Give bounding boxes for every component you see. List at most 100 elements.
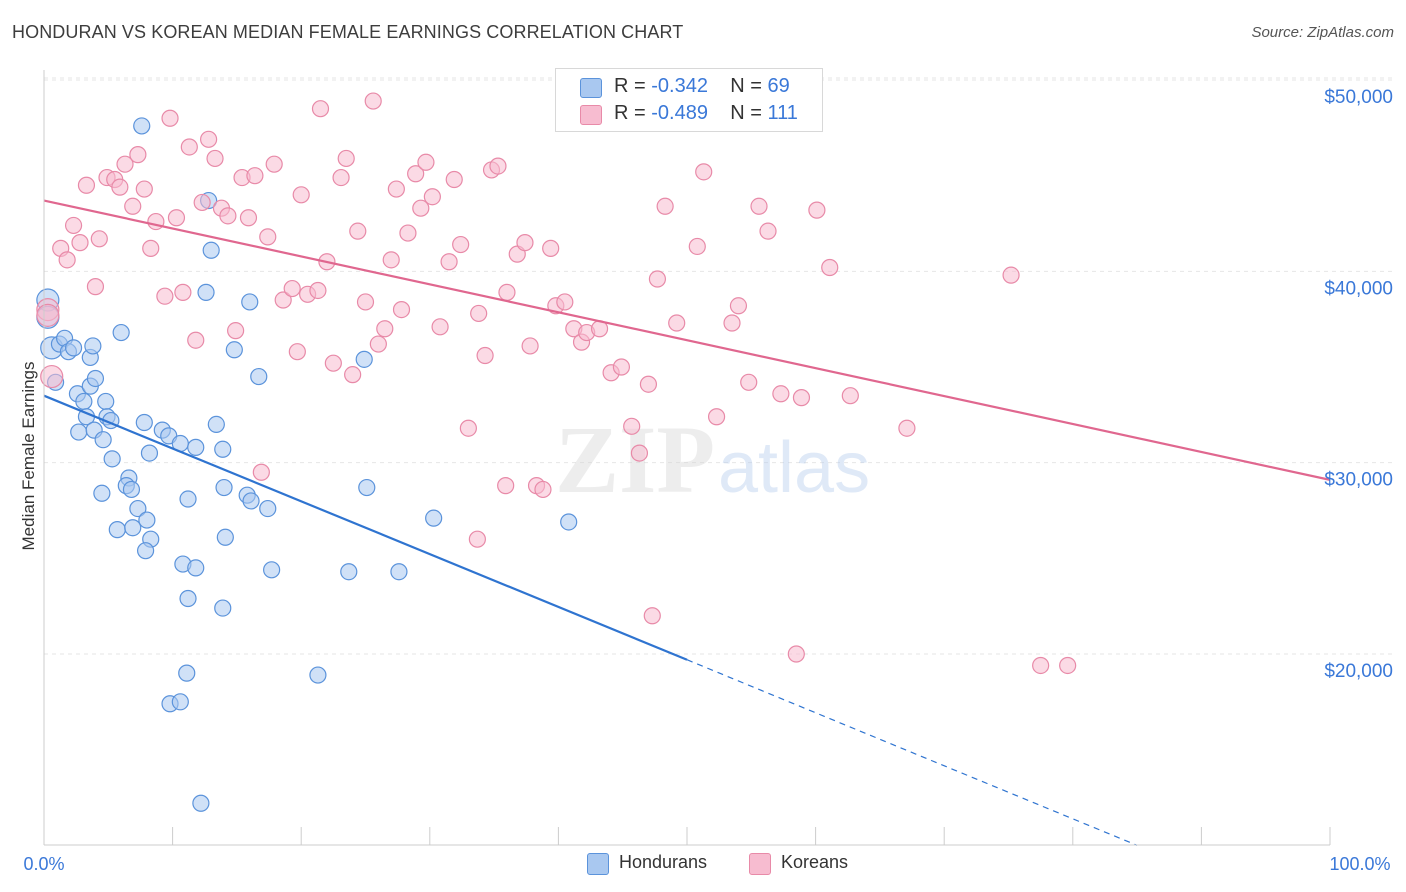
korean-point — [309, 281, 327, 300]
honduran-point — [75, 392, 93, 411]
korean-point — [497, 477, 515, 495]
korean-point — [452, 235, 470, 254]
honduran-point — [112, 323, 130, 342]
korean-point — [668, 314, 686, 332]
korean-point — [399, 224, 417, 242]
korean-point — [695, 163, 713, 181]
honduran-point — [86, 369, 105, 388]
chart-title: HONDURAN VS KOREAN MEDIAN FEMALE EARNING… — [12, 22, 684, 42]
korean-point — [174, 283, 192, 301]
honduran-point — [202, 241, 220, 259]
korean-point — [124, 197, 142, 215]
r-label: R = — [614, 75, 646, 97]
korean-point — [521, 337, 539, 355]
korean-point — [200, 130, 218, 148]
n-label: N = — [730, 75, 762, 97]
korean-point — [349, 222, 367, 240]
korean-point — [740, 373, 758, 391]
korean-point — [534, 480, 552, 499]
koreans-legend-swatch — [749, 853, 771, 875]
honduran-point — [390, 563, 408, 581]
honduran-point — [242, 492, 260, 510]
koreans-legend-label: Koreans — [781, 852, 849, 872]
korean-point — [283, 279, 301, 298]
korean-point — [239, 209, 258, 227]
korean-point — [219, 207, 237, 225]
honduran-point — [179, 589, 197, 608]
y-tick-label: $50,000 — [1324, 87, 1393, 108]
honduran-point — [225, 341, 243, 359]
korean-point — [77, 176, 96, 194]
korean-point — [246, 167, 264, 185]
honduran-point — [192, 794, 210, 812]
korean-point — [344, 366, 362, 384]
korean-point — [187, 331, 205, 349]
korean-point — [688, 237, 706, 256]
korean-point — [382, 251, 400, 269]
korean-point — [111, 178, 129, 196]
hondurans-swatch — [580, 78, 602, 98]
y-tick-label: $30,000 — [1324, 470, 1393, 491]
korean-point — [90, 230, 108, 248]
korean-point — [445, 170, 463, 189]
korean-point — [392, 301, 411, 319]
honduran-point — [84, 337, 102, 355]
koreans-swatch — [580, 105, 602, 125]
hondurans-r-value: -0.342 — [651, 75, 708, 97]
korean-point — [337, 149, 355, 168]
korean-point — [623, 417, 641, 435]
honduran-trend-extension — [686, 659, 1138, 846]
korean-point — [129, 146, 147, 164]
korean-point — [193, 193, 211, 212]
honduran-point — [94, 431, 112, 449]
korean-point — [156, 287, 174, 305]
honduran-point — [103, 450, 121, 468]
korean-point — [288, 343, 306, 361]
korean-point — [612, 358, 631, 376]
honduran-point — [187, 438, 205, 456]
korean-point — [707, 408, 726, 426]
honduran-point — [138, 511, 156, 529]
korean-point — [417, 153, 435, 171]
honduran-point — [129, 499, 147, 518]
korean-point — [772, 385, 790, 403]
korean-point — [265, 155, 283, 173]
honduran-point — [355, 350, 373, 368]
honduran-point — [108, 521, 126, 539]
korean-point — [376, 320, 394, 338]
korean-point — [86, 278, 105, 296]
y-tick-label: $20,000 — [1324, 661, 1393, 682]
data-points — [36, 92, 1077, 812]
grid-lines — [44, 77, 1394, 655]
korean-point — [292, 186, 310, 204]
korean-point — [58, 251, 76, 269]
honduran-point — [560, 513, 578, 531]
korean-point — [369, 335, 387, 353]
korean-point — [630, 444, 649, 462]
honduran-point — [216, 528, 234, 546]
korean-point — [407, 165, 425, 183]
honduran-point — [241, 293, 259, 311]
korean-trend-line — [43, 199, 1331, 481]
honduran-point — [136, 542, 155, 560]
axes: $20,000 $30,000 $40,000 $50,000 0.0% 100.0% — [23, 70, 1393, 874]
korean-point — [412, 199, 430, 217]
koreans-r-value: -0.489 — [651, 102, 708, 124]
honduran-point — [340, 563, 358, 581]
honduran-point — [214, 599, 232, 617]
korean-point — [64, 216, 83, 235]
korean-point — [252, 463, 270, 481]
korean-point — [1059, 656, 1077, 675]
korean-point — [759, 222, 777, 240]
koreans-n-value: 111 — [767, 102, 798, 124]
honduran-point — [64, 339, 83, 357]
korean-point — [440, 253, 458, 271]
honduran-point — [309, 666, 327, 684]
korean-point — [898, 419, 916, 437]
honduran-point — [135, 413, 153, 432]
korean-point — [274, 291, 292, 309]
honduran-point — [197, 283, 215, 301]
y-tick-label: $40,000 — [1324, 278, 1393, 299]
korean-point — [787, 645, 805, 663]
korean-point — [332, 168, 350, 187]
